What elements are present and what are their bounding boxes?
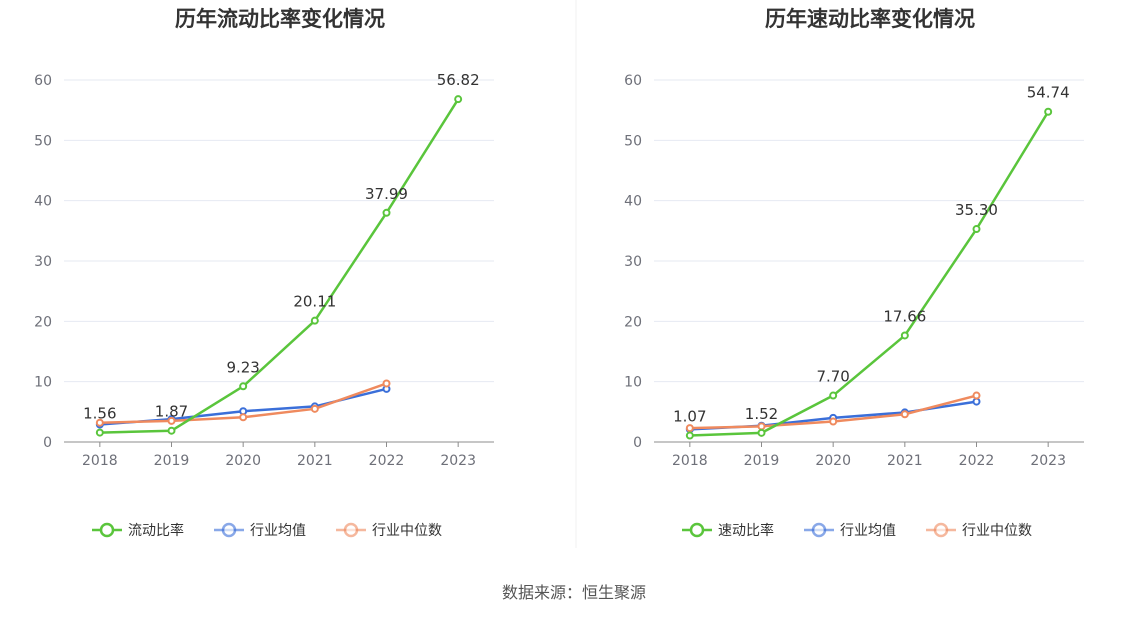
y-tick-label: 10: [34, 375, 52, 391]
legend-marker-icon: [811, 522, 827, 538]
x-tick-label: 2018: [672, 453, 708, 469]
data-label: 35.30: [955, 201, 998, 219]
y-tick-label: 0: [633, 435, 642, 451]
y-tick-label: 20: [34, 314, 52, 330]
data-point-industry_median[interactable]: [972, 391, 981, 400]
data-label: 17.66: [883, 307, 926, 325]
series-line-company: [689, 111, 1050, 437]
x-tick-label: 2023: [1030, 453, 1066, 469]
y-tick-label: 30: [34, 254, 52, 270]
legend-item-industry_median[interactable]: 行业中位数: [336, 522, 442, 539]
y-tick-label: 20: [624, 314, 642, 330]
legend-marker-icon: [221, 522, 237, 538]
x-tick-label: 2021: [297, 453, 333, 469]
y-tick-label: 50: [34, 133, 52, 149]
legend-marker-icon: [99, 522, 115, 538]
legend-item-industry_median[interactable]: 行业中位数: [926, 522, 1032, 539]
data-label: 1.07: [673, 408, 706, 426]
data-point-industry_median[interactable]: [829, 417, 838, 426]
series-line-company: [99, 98, 460, 434]
data-point-company[interactable]: [972, 225, 981, 234]
x-tick-label: 2023: [440, 453, 476, 469]
current-ratio-chart: 历年流动比率变化情况 0 10 20 30 40 50 60 2018 2019 2020 2021 2…: [34, 7, 494, 539]
data-point-company[interactable]: [1044, 107, 1053, 116]
data-label: 20.11: [293, 293, 336, 311]
quick-ratio-chart: 历年速动比率变化情况 0 10 20 30 40 50 60 2018 2019 2020 2021 2…: [624, 7, 1084, 539]
data-point-industry_median[interactable]: [757, 422, 766, 431]
legend-label: 行业中位数: [962, 523, 1032, 539]
legend-label: 行业均值: [250, 523, 306, 539]
data-point-industry_median[interactable]: [95, 418, 104, 427]
legend-item-company[interactable]: 流动比率: [92, 522, 184, 539]
data-label: 37.99: [365, 185, 408, 203]
data-point-industry_median[interactable]: [382, 379, 391, 388]
legend-marker-icon: [343, 522, 359, 538]
data-label: 1.56: [83, 405, 116, 423]
y-tick-label: 50: [624, 133, 642, 149]
x-tick-label: 2019: [744, 453, 780, 469]
data-point-industry_median[interactable]: [310, 404, 319, 413]
data-label: 54.74: [1027, 84, 1070, 102]
x-tick-label: 2021: [887, 453, 923, 469]
x-tick-label: 2022: [369, 453, 405, 469]
data-point-industry_median[interactable]: [685, 424, 694, 433]
chart-title: 历年流动比率变化情况: [175, 7, 385, 31]
x-tick-label: 2020: [225, 453, 261, 469]
y-tick-label: 0: [43, 435, 52, 451]
data-point-company[interactable]: [829, 391, 838, 400]
y-tick-label: 60: [34, 73, 52, 89]
x-tick-label: 2019: [154, 453, 190, 469]
y-tick-label: 40: [34, 194, 52, 210]
legend-marker-icon: [933, 522, 949, 538]
y-tick-label: 60: [624, 73, 642, 89]
data-label: 56.82: [437, 71, 480, 89]
data-label: 9.23: [226, 358, 259, 376]
data-point-company[interactable]: [239, 382, 248, 391]
data-point-company[interactable]: [95, 428, 104, 437]
legend-label: 流动比率: [128, 522, 184, 539]
data-point-industry_median[interactable]: [239, 413, 248, 422]
data-label: 1.87: [155, 403, 188, 421]
data-point-company[interactable]: [454, 95, 463, 104]
legend-marker-icon: [689, 522, 705, 538]
y-tick-label: 10: [624, 375, 642, 391]
chart-title: 历年速动比率变化情况: [765, 7, 975, 31]
data-point-industry_median[interactable]: [167, 416, 176, 425]
data-point-company[interactable]: [757, 428, 766, 437]
legend-item-company[interactable]: 速动比率: [682, 522, 774, 539]
data-source: 数据来源：恒生聚源: [502, 583, 646, 602]
legend-label: 速动比率: [718, 522, 774, 539]
data-label: 7.70: [816, 368, 849, 386]
y-tick-label: 30: [624, 254, 642, 270]
data-label: 1.52: [745, 405, 778, 423]
data-point-company[interactable]: [167, 426, 176, 435]
data-point-company[interactable]: [382, 208, 391, 217]
x-tick-label: 2018: [82, 453, 118, 469]
data-point-company[interactable]: [310, 316, 319, 325]
x-tick-label: 2022: [959, 453, 995, 469]
y-tick-label: 40: [624, 194, 642, 210]
legend-label: 行业均值: [840, 523, 896, 539]
data-point-company[interactable]: [900, 331, 909, 340]
legend-label: 行业中位数: [372, 523, 442, 539]
x-tick-label: 2020: [815, 453, 851, 469]
legend-item-industry_avg[interactable]: 行业均值: [804, 522, 896, 539]
data-point-company[interactable]: [685, 431, 694, 440]
legend-item-industry_avg[interactable]: 行业均值: [214, 522, 306, 539]
data-point-industry_median[interactable]: [900, 410, 909, 419]
